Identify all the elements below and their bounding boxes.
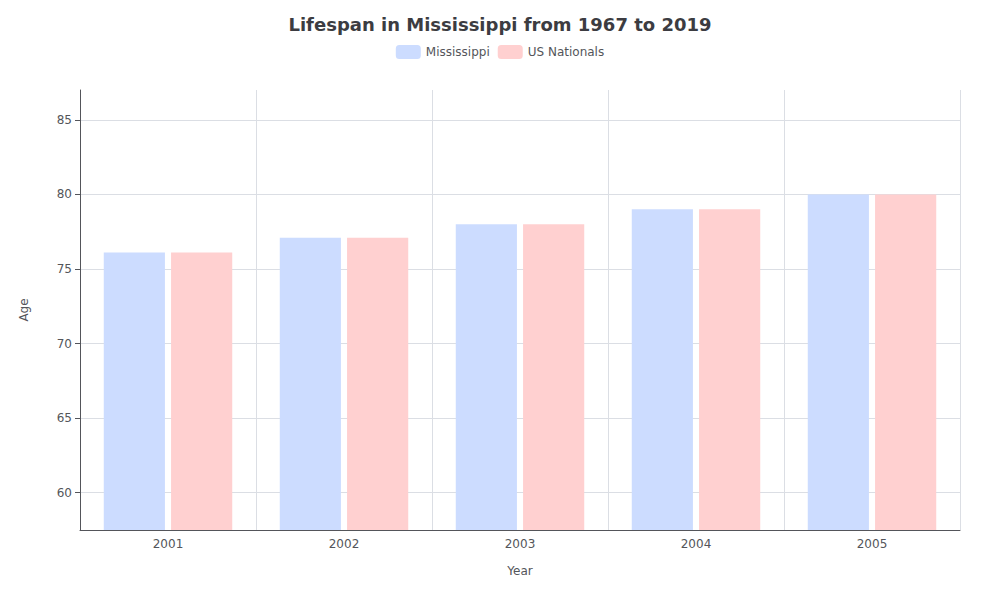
svg-text:80: 80 (57, 187, 72, 201)
svg-text:70: 70 (57, 337, 72, 351)
svg-text:2005: 2005 (857, 537, 888, 551)
svg-text:2001: 2001 (153, 537, 184, 551)
svg-text:60: 60 (57, 486, 72, 500)
svg-text:Year: Year (506, 564, 532, 578)
svg-text:65: 65 (57, 411, 72, 425)
svg-text:Age: Age (17, 298, 31, 321)
svg-text:US Nationals: US Nationals (528, 45, 604, 59)
svg-text:75: 75 (57, 262, 72, 276)
svg-text:Mississippi: Mississippi (426, 45, 490, 59)
svg-text:2003: 2003 (505, 537, 536, 551)
svg-text:2004: 2004 (681, 537, 712, 551)
svg-text:Lifespan in Mississippi from 1: Lifespan in Mississippi from 1967 to 201… (288, 14, 711, 35)
svg-text:2002: 2002 (329, 537, 360, 551)
svg-text:85: 85 (57, 113, 72, 127)
